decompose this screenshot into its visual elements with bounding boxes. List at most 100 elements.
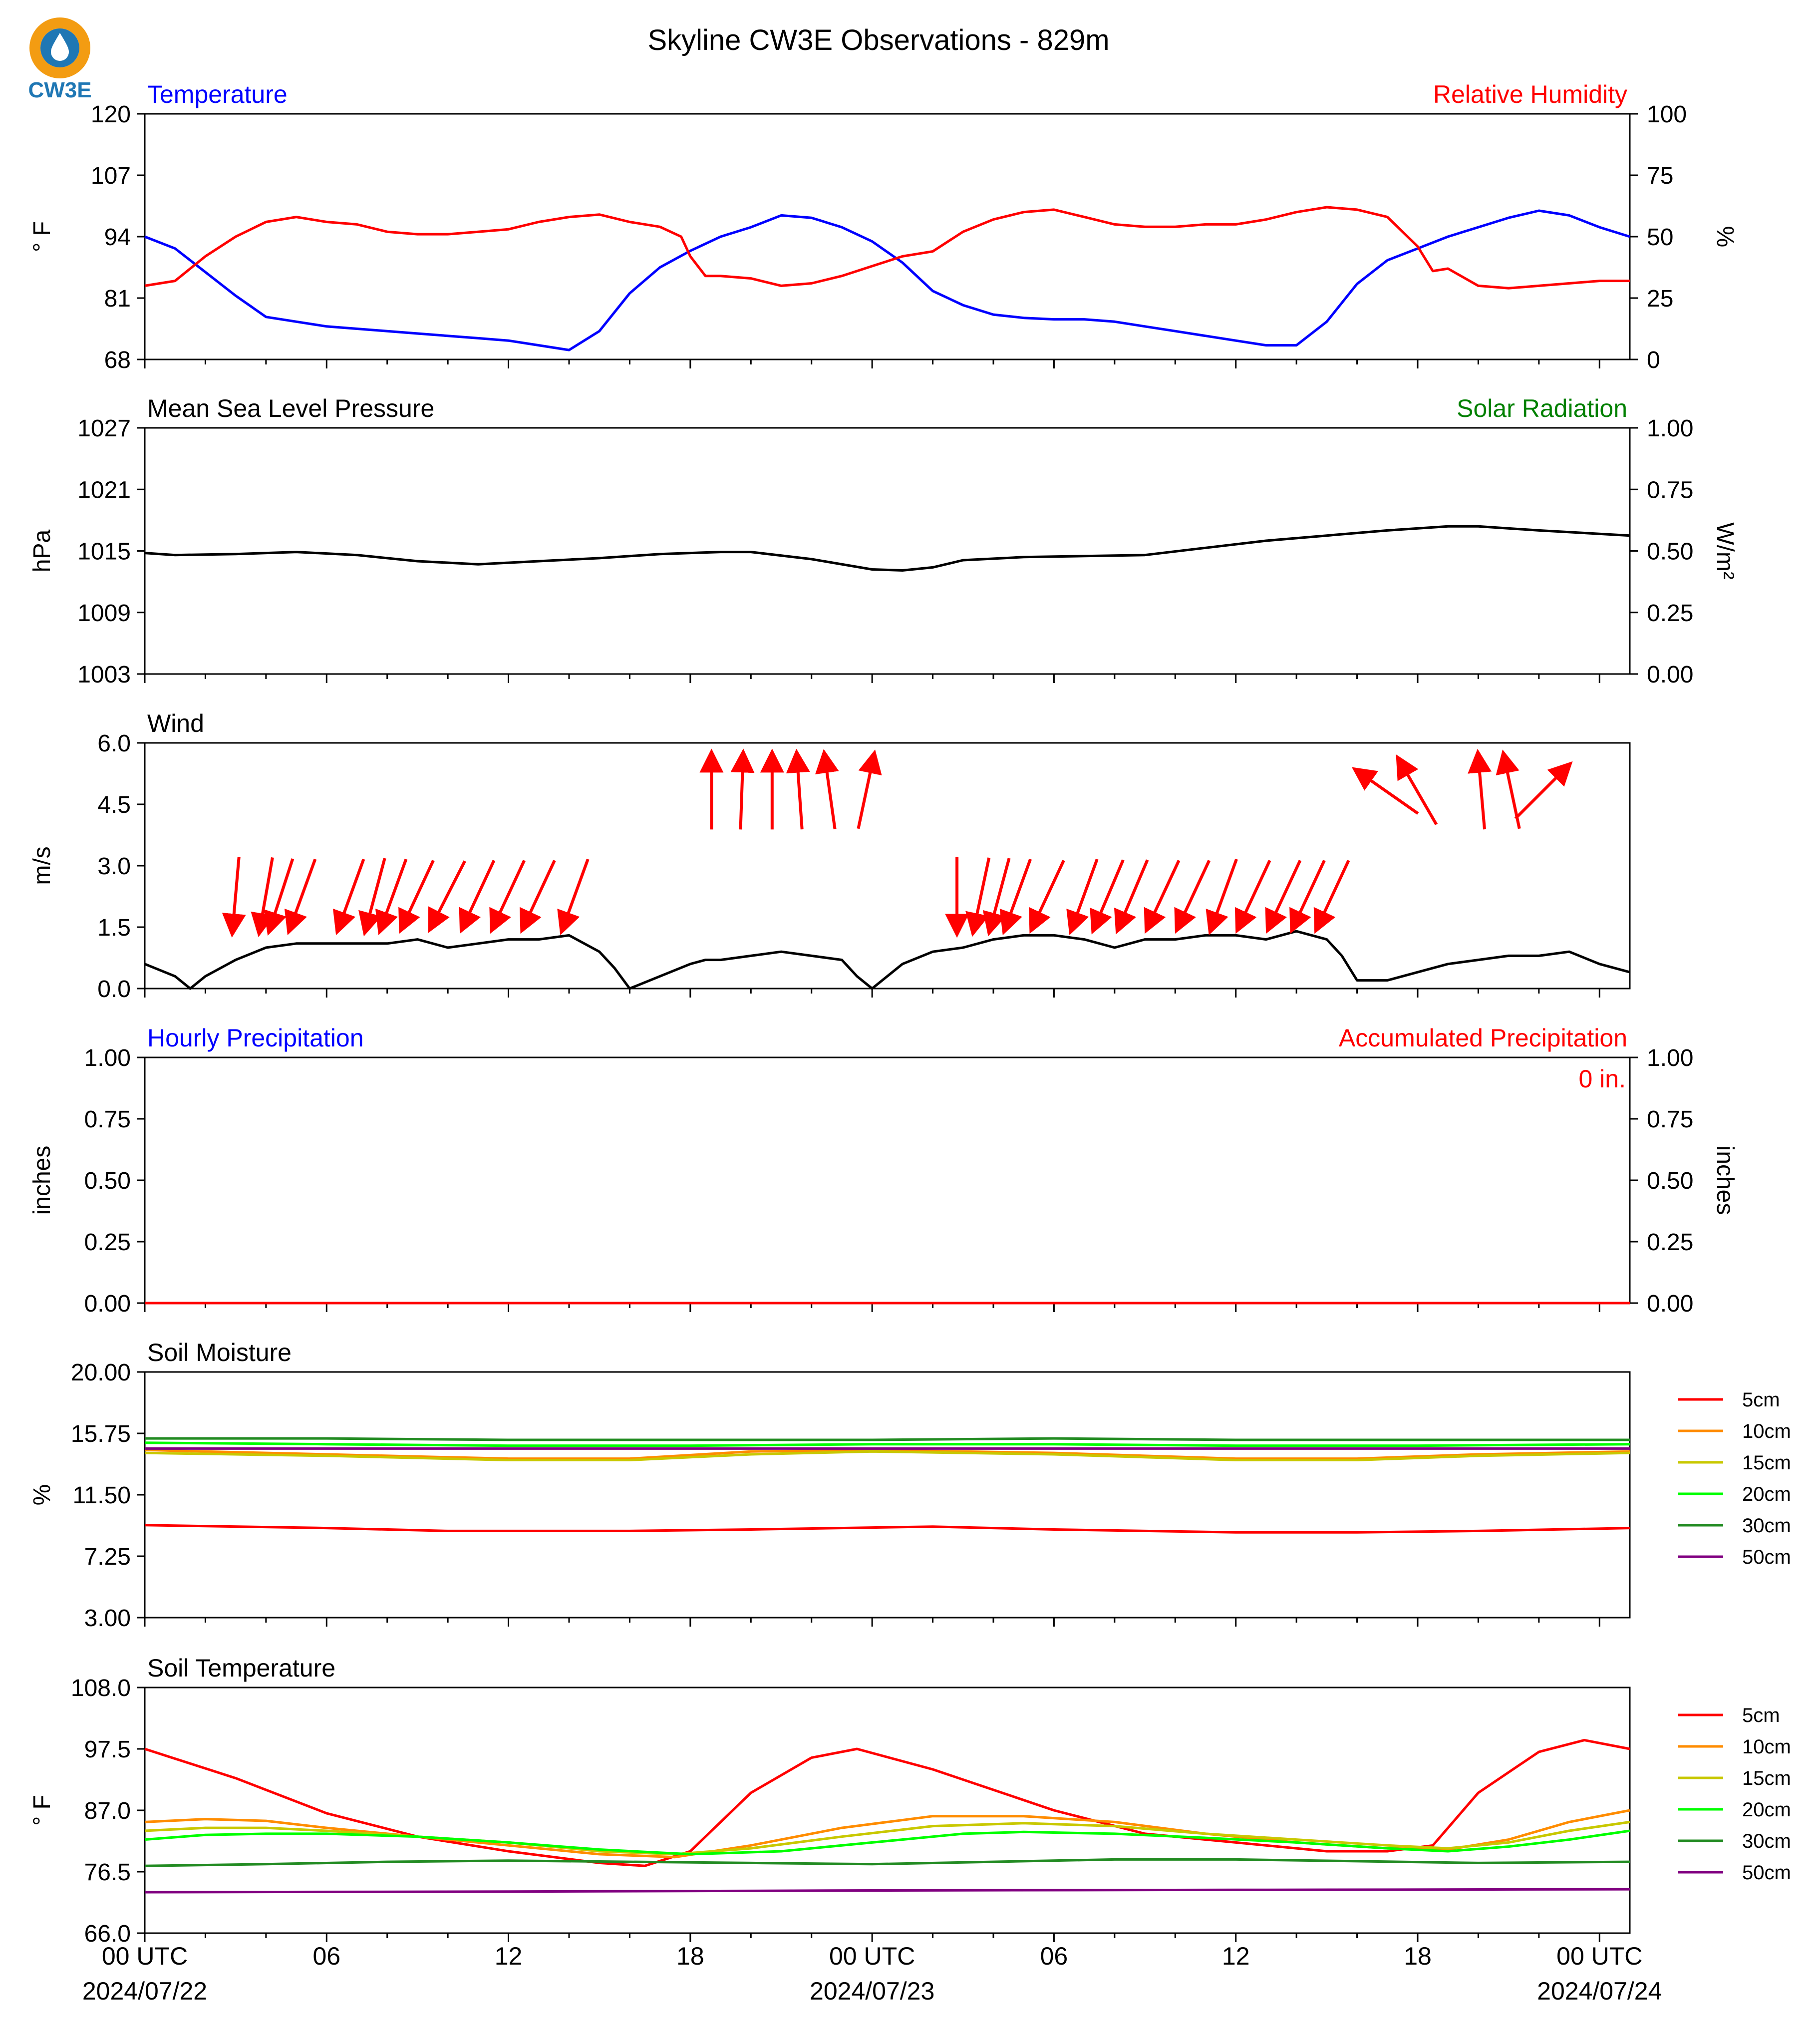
y-axis-label-left: % [29, 1484, 55, 1506]
x-tick-label: 06 [1040, 1942, 1068, 1970]
panel-precip: Hourly Precipitation Accumulated Precipit… [29, 1024, 1738, 1317]
x-date-label: 2024/07/24 [1537, 1977, 1662, 2005]
y-axis-label-right: inches [1712, 1146, 1738, 1215]
wind-direction-arrow [222, 857, 246, 938]
y-tick-label-left: 0.75 [84, 1106, 131, 1133]
wind-direction-arrow [815, 749, 839, 830]
y-tick-label-right: 0.50 [1647, 1168, 1693, 1194]
y-tick-label-right: 50 [1647, 224, 1673, 251]
series-line-20cm [144, 1441, 1630, 1447]
y-tick-label-left: 20.00 [71, 1359, 131, 1386]
series-line-15cm [144, 1820, 1630, 1856]
series-line-series-0 [144, 525, 1630, 572]
legend-label: 20cm [1742, 1799, 1791, 1821]
panel-pressure: Mean Sea Level Pressure Solar Radiation 10… [29, 394, 1738, 688]
y-axis-label-left: hPa [29, 529, 55, 572]
wind-direction-arrow [965, 857, 991, 937]
wind-direction-arrow [332, 858, 365, 936]
x-axis: 00 UTC 06 12 18 00 UTC 06 12 18 00 UTC 2024/07/22… [82, 1942, 1662, 2005]
y-tick-label-right: 0.50 [1647, 539, 1693, 565]
series-line-10cm [144, 1448, 1630, 1460]
y-tick-label-right: 0.00 [1647, 662, 1693, 688]
series-line-5cm [144, 1738, 1630, 1867]
y-tick-label-left: 0.50 [84, 1168, 131, 1194]
y-tick-label-left: 0.0 [97, 976, 131, 1003]
wind-direction-arrow [1206, 858, 1238, 936]
legend-label: 5cm [1742, 1704, 1780, 1726]
y-tick-label-left: 108.0 [71, 1675, 131, 1701]
wind-direction-arrow [520, 860, 556, 934]
wind-direction-arrow [1066, 858, 1099, 936]
y-axis-label-left: m/s [29, 846, 55, 885]
wind-direction-arrow [999, 858, 1032, 936]
y-tick-label-right: 1.00 [1647, 415, 1693, 442]
x-tick-label: 12 [1222, 1942, 1250, 1970]
series-line-30cm [145, 1437, 1630, 1441]
y-tick-label-left: 1021 [77, 477, 131, 503]
x-tick-label: 00 UTC [829, 1942, 915, 1970]
y-tick-label-left: 0.25 [84, 1229, 131, 1256]
panel-temp-rh: Temperature Relative Humidity 120 107 94 81 68… [29, 80, 1738, 373]
series-line-15cm [144, 1450, 1630, 1461]
y-tick-label-right: 100 [1647, 101, 1687, 128]
chart-title: Skyline CW3E Observations - 829m [647, 24, 1109, 56]
wind-direction-arrow [1029, 860, 1065, 934]
y-tick-label-left: 76.5 [84, 1859, 131, 1886]
y-tick-label-right: 25 [1647, 286, 1673, 312]
wind-direction-arrow [264, 858, 295, 936]
accumulated-precip-annotation: 0 in. [1578, 1065, 1626, 1093]
x-tick-label: 18 [676, 1942, 704, 1970]
panel-soil-temp: Soil Temperature 108.0 97.5 87.0 76.5 66.0 ° F… [29, 1654, 1791, 1947]
panel-wind: Wind 6.0 4.5 3.0 1.5 0.0 m/s [29, 709, 1631, 1003]
wind-direction-arrow [375, 858, 408, 936]
y-tick-label-left: 11.50 [72, 1482, 131, 1509]
x-tick-label: 06 [312, 1942, 340, 1970]
cw3e-logo: CW3E [28, 17, 92, 102]
legend-label: 10cm [1742, 1420, 1791, 1442]
y-tick-label-right: 1.00 [1647, 1045, 1693, 1071]
y-tick-label-left: 0.00 [84, 1291, 131, 1317]
wind-direction-arrow [786, 748, 810, 830]
y-axis-label-right: W/m² [1712, 522, 1738, 580]
y-axis-label-right: % [1712, 226, 1738, 248]
legend-label: 50cm [1742, 1546, 1791, 1568]
legend-label: 30cm [1742, 1830, 1791, 1852]
y-tick-label-left: 1.00 [84, 1045, 131, 1071]
legend-label: 50cm [1742, 1862, 1791, 1884]
wind-direction-arrow [1396, 754, 1438, 825]
y-tick-label-right: 0.00 [1647, 1291, 1693, 1317]
panel-title-left: Temperature [147, 80, 288, 108]
panel-title-left: Wind [147, 709, 204, 737]
y-tick-label-left: 3.00 [84, 1605, 131, 1632]
y-tick-label-right: 0.25 [1647, 1229, 1693, 1256]
series-line-temperature [144, 209, 1630, 351]
panels: Temperature Relative Humidity 120 107 94 81 68… [29, 80, 1791, 1947]
wind-direction-arrow [1289, 860, 1326, 934]
water-drop-icon [51, 33, 69, 61]
y-tick-label-left: 15.75 [71, 1421, 131, 1447]
legend-label: 5cm [1742, 1389, 1780, 1411]
wind-direction-arrow [1174, 860, 1211, 934]
series-line-relative-humidity [144, 206, 1630, 290]
y-tick-label-right: 0.75 [1647, 477, 1693, 503]
wind-direction-arrow [459, 860, 496, 934]
panel-title-left: Hourly Precipitation [147, 1024, 364, 1052]
wind-direction-arrow [358, 858, 386, 937]
legend-label: 15cm [1742, 1452, 1791, 1474]
wind-direction-arrow [730, 748, 755, 830]
wind-direction-arrow [982, 858, 1011, 937]
wind-direction-arrow [857, 749, 882, 829]
y-axis-label-left: inches [29, 1146, 55, 1215]
legend-label: 15cm [1742, 1767, 1791, 1789]
x-date-label: 2024/07/22 [82, 1977, 207, 2005]
y-tick-label-left: 1003 [77, 662, 131, 688]
x-tick-label: 00 UTC [102, 1942, 188, 1970]
x-tick-label: 12 [495, 1942, 523, 1970]
wind-direction-arrow [428, 860, 466, 933]
y-tick-label-left: 3.0 [97, 853, 131, 880]
wind-direction-arrow [489, 860, 526, 934]
wind-direction-arrow [1351, 767, 1419, 815]
